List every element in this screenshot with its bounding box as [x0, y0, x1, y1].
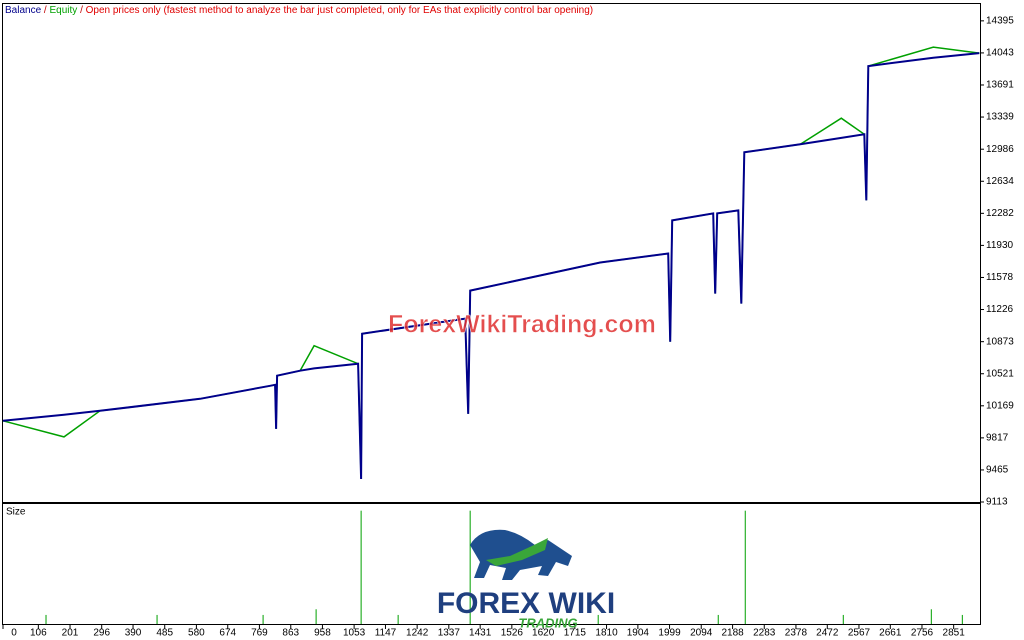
y-tick-label: 9465	[986, 465, 1009, 476]
main-panel	[2, 3, 981, 503]
y-tick-label: 13691	[986, 80, 1014, 91]
x-tick-label: 2094	[690, 628, 713, 639]
x-tick-label: 1337	[438, 628, 461, 639]
subtitle: Open prices only (fastest method to anal…	[85, 5, 594, 16]
x-tick-label: 1053	[343, 628, 366, 639]
x-tick-label: 1620	[532, 628, 555, 639]
y-tick-label: 14043	[986, 48, 1014, 59]
x-tick-label: 674	[219, 628, 236, 639]
x-tick-label: 1999	[658, 628, 681, 639]
logo-text: FOREX WIKI	[437, 587, 615, 620]
x-tick-label: 1904	[627, 628, 650, 639]
size-bar	[45, 614, 47, 624]
x-tick-label: 485	[156, 628, 173, 639]
size-bar	[469, 510, 471, 624]
y-tick-label: 9113	[986, 497, 1008, 508]
size-bar	[961, 614, 963, 624]
legend-entry: Balance	[5, 5, 42, 16]
x-tick-label: 2661	[879, 628, 902, 639]
x-tick-label: 201	[62, 628, 79, 639]
y-tick-label: 11578	[986, 272, 1014, 283]
x-tick-label: 1431	[469, 628, 492, 639]
x-tick-label: 0	[11, 628, 17, 639]
separator: /	[43, 5, 47, 16]
y-tick-label: 12986	[986, 144, 1014, 155]
watermark: ForexWikiTrading.com	[388, 311, 656, 339]
x-tick-label: 1147	[375, 628, 397, 639]
x-tick-label: 2756	[911, 628, 934, 639]
y-tick-label: 12282	[986, 208, 1014, 219]
x-tick-label: 2283	[753, 628, 776, 639]
x-tick-label: 106	[30, 628, 47, 639]
size-bar	[360, 510, 362, 624]
y-tick-label: 9817	[986, 433, 1009, 444]
y-tick-label: 13339	[986, 112, 1014, 123]
size-bar	[397, 614, 399, 624]
size-bar	[597, 614, 599, 624]
x-tick-label: 863	[282, 628, 299, 639]
y-tick-label: 11226	[986, 304, 1014, 315]
x-tick-label: 958	[314, 628, 331, 639]
x-tick-label: 1810	[595, 628, 618, 639]
y-tick-label: 14395	[986, 15, 1014, 26]
size-bar	[315, 609, 317, 624]
size-bar	[744, 510, 746, 624]
x-tick-label: 2472	[816, 628, 839, 639]
y-tick-label: 10873	[986, 336, 1014, 347]
series-line	[2, 52, 980, 480]
x-tick-label: 2378	[785, 628, 808, 639]
x-tick-label: 296	[93, 628, 110, 639]
y-tick-label: 10169	[986, 400, 1014, 411]
separator: /	[80, 5, 83, 16]
x-tick-label: 1715	[564, 628, 587, 639]
y-tick-label: 10521	[986, 368, 1014, 379]
legend-entry: Equity	[49, 5, 78, 16]
logo-tagline: TRADING	[518, 615, 577, 630]
size-bar	[842, 614, 844, 624]
x-tick-label: 580	[188, 628, 205, 639]
logo-arrow	[486, 538, 548, 566]
size-bar	[717, 614, 719, 624]
x-tick-label: 390	[125, 628, 142, 639]
x-tick-label: 2851	[943, 628, 966, 639]
size-panel-title: Size	[6, 507, 26, 518]
size-bar	[262, 614, 264, 624]
legend: Balance / Equity / Open prices only (fas…	[5, 5, 593, 17]
size-bar	[156, 614, 158, 624]
x-tick-label: 1242	[406, 628, 429, 639]
x-tick-label: 2188	[721, 628, 744, 639]
x-tick-label: 1526	[501, 628, 524, 639]
y-tick-label: 11930	[986, 240, 1014, 251]
size-bar	[930, 609, 932, 624]
x-tick-label: 769	[251, 628, 268, 639]
logo: FOREX WIKI TRADING	[437, 529, 615, 630]
y-tick-label: 12634	[986, 176, 1014, 187]
x-tick-label: 2567	[848, 628, 871, 639]
